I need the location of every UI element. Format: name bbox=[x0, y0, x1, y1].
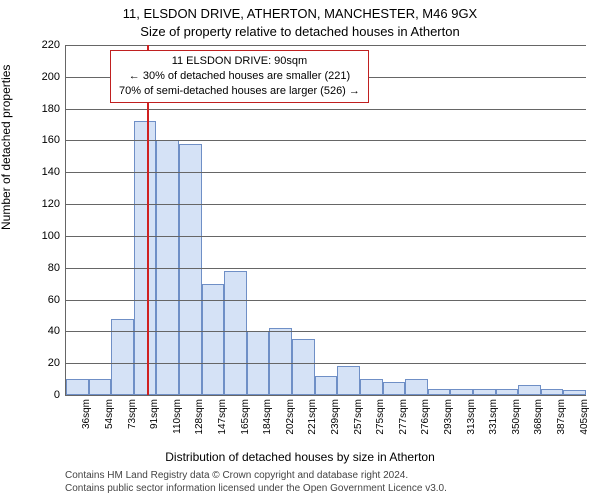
gridline bbox=[66, 363, 586, 364]
histogram-bar bbox=[383, 382, 406, 395]
y-tick-label: 20 bbox=[32, 357, 60, 369]
x-tick-label: 184sqm bbox=[262, 399, 273, 435]
histogram-bar bbox=[337, 366, 360, 395]
x-tick-label: 275sqm bbox=[375, 399, 386, 435]
x-tick-label: 110sqm bbox=[172, 399, 183, 434]
histogram-bar bbox=[89, 379, 112, 395]
y-tick-label: 80 bbox=[32, 262, 60, 274]
gridline bbox=[66, 204, 586, 205]
histogram-bar bbox=[134, 121, 157, 395]
y-axis-label: Number of detached properties bbox=[0, 65, 13, 230]
y-tick-label: 40 bbox=[32, 325, 60, 337]
gridline bbox=[66, 45, 586, 46]
gridline bbox=[66, 331, 586, 332]
x-tick-label: 331sqm bbox=[488, 399, 499, 435]
x-tick-label: 165sqm bbox=[240, 399, 251, 435]
x-tick-label: 350sqm bbox=[511, 399, 522, 435]
gridline bbox=[66, 172, 586, 173]
y-tick-label: 180 bbox=[32, 103, 60, 115]
gridline bbox=[66, 109, 586, 110]
gridline bbox=[66, 268, 586, 269]
histogram-bar bbox=[179, 144, 202, 395]
attribution: Contains HM Land Registry data © Crown c… bbox=[65, 469, 585, 495]
chart-container: 11, ELSDON DRIVE, ATHERTON, MANCHESTER, … bbox=[0, 0, 600, 500]
x-tick-label: 128sqm bbox=[194, 399, 205, 435]
y-tick-label: 140 bbox=[32, 166, 60, 178]
x-axis-label: Distribution of detached houses by size … bbox=[0, 450, 600, 464]
histogram-bar bbox=[315, 376, 338, 395]
y-tick-label: 0 bbox=[32, 389, 60, 401]
histogram-bar bbox=[224, 271, 247, 395]
chart-title-address: 11, ELSDON DRIVE, ATHERTON, MANCHESTER, … bbox=[0, 6, 600, 21]
histogram-bar bbox=[292, 339, 315, 395]
info-line-3: 70% of semi-detached houses are larger (… bbox=[119, 84, 360, 99]
attribution-line-2: Contains public sector information licen… bbox=[65, 482, 585, 495]
info-line-1: 11 ELSDON DRIVE: 90sqm bbox=[119, 54, 360, 69]
y-tick-label: 220 bbox=[32, 39, 60, 51]
x-tick-label: 277sqm bbox=[398, 399, 409, 435]
gridline bbox=[66, 236, 586, 237]
attribution-line-1: Contains HM Land Registry data © Crown c… bbox=[65, 469, 585, 482]
x-tick-label: 405sqm bbox=[579, 399, 590, 435]
histogram-bar bbox=[66, 379, 89, 395]
histogram-bar bbox=[111, 319, 134, 395]
x-tick-label: 313sqm bbox=[466, 399, 477, 435]
x-tick-label: 368sqm bbox=[533, 399, 544, 435]
gridline bbox=[66, 395, 586, 396]
y-tick-label: 100 bbox=[32, 230, 60, 242]
x-tick-label: 91sqm bbox=[149, 399, 160, 429]
x-tick-label: 276sqm bbox=[420, 399, 431, 435]
x-tick-label: 202sqm bbox=[285, 399, 296, 435]
histogram-bar bbox=[518, 385, 541, 395]
y-tick-label: 160 bbox=[32, 134, 60, 146]
histogram-bar bbox=[269, 328, 292, 395]
x-tick-label: 221sqm bbox=[307, 399, 318, 435]
gridline bbox=[66, 300, 586, 301]
x-tick-label: 239sqm bbox=[330, 399, 341, 435]
x-tick-label: 147sqm bbox=[217, 399, 228, 435]
x-tick-label: 293sqm bbox=[443, 399, 454, 435]
y-tick-label: 120 bbox=[32, 198, 60, 210]
info-callout: 11 ELSDON DRIVE: 90sqm ← 30% of detached… bbox=[110, 50, 369, 103]
x-tick-label: 54sqm bbox=[104, 399, 115, 429]
y-tick-label: 60 bbox=[32, 294, 60, 306]
x-tick-label: 387sqm bbox=[556, 399, 567, 435]
histogram-bar bbox=[360, 379, 383, 395]
x-tick-label: 73sqm bbox=[127, 399, 138, 429]
info-line-2: ← 30% of detached houses are smaller (22… bbox=[119, 69, 360, 84]
y-tick-label: 200 bbox=[32, 71, 60, 83]
x-tick-label: 36sqm bbox=[81, 399, 92, 429]
chart-title-desc: Size of property relative to detached ho… bbox=[0, 24, 600, 39]
gridline bbox=[66, 140, 586, 141]
histogram-bar bbox=[405, 379, 428, 395]
x-tick-label: 257sqm bbox=[353, 399, 364, 435]
